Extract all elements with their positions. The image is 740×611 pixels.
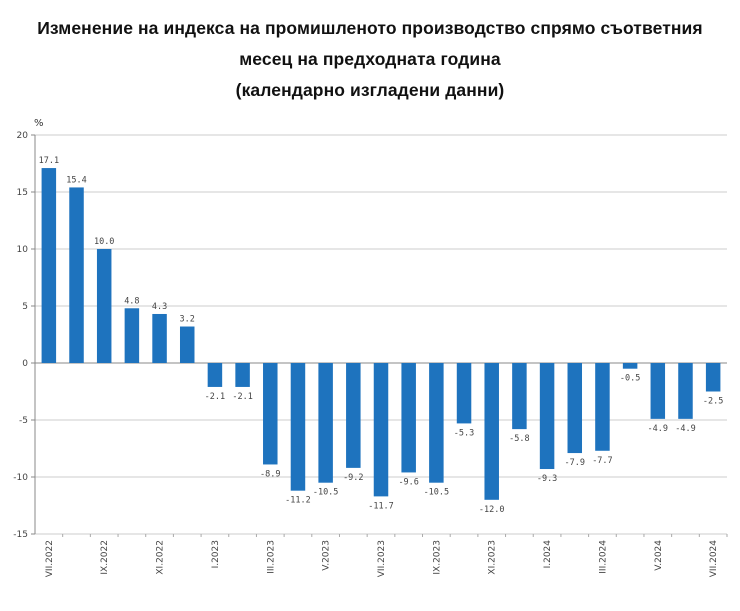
y-tick-label: 5 (22, 302, 28, 312)
y-tick-label: 15 (17, 188, 28, 198)
data-label: -0.5 (620, 374, 640, 384)
bar (622, 363, 638, 369)
x-tick-label: V.2024 (654, 540, 664, 571)
data-label: -9.3 (537, 474, 557, 484)
bar (124, 308, 140, 363)
x-tick-label: III.2024 (598, 540, 608, 574)
data-label: -7.9 (565, 458, 585, 468)
bar (512, 363, 527, 430)
bar (235, 363, 250, 387)
y-tick-label: -5 (19, 416, 28, 426)
data-label: -2.1 (205, 392, 225, 402)
x-tick-label: I.2023 (211, 540, 221, 568)
x-axis-ticks: VII.2022 IX.2022 XI.2022 I.2023 III.2023 V.20… (45, 534, 728, 578)
data-label: 3.2 (180, 315, 195, 325)
data-label: -10.5 (424, 488, 450, 498)
x-tick-label: XI.2023 (488, 540, 498, 575)
gridlines (35, 134, 727, 535)
chart-title-line-1: Изменение на индекса на промишленото про… (37, 18, 703, 38)
data-label: -2.5 (703, 397, 723, 407)
bar (456, 363, 472, 424)
bar (346, 363, 361, 468)
data-label: -4.9 (648, 424, 668, 434)
data-label: -11.7 (368, 501, 394, 511)
x-tick-label: I.2024 (543, 540, 553, 569)
data-label: -9.2 (343, 473, 363, 483)
data-label: -8.9 (260, 469, 280, 479)
data-label: 4.3 (152, 302, 167, 312)
data-label: -4.9 (675, 424, 695, 434)
bar (263, 363, 278, 465)
bar (705, 363, 721, 392)
y-tick-label: 20 (17, 131, 29, 141)
data-label: 15.4 (66, 175, 86, 185)
bar (41, 168, 57, 363)
data-label: 4.8 (124, 296, 139, 306)
bar (429, 363, 444, 483)
chart-title-line-3: (календарно изгладени данни) (235, 80, 505, 100)
data-labels: 17.115.410.04.84.33.2-2.1 -2.1-8.9-11.2-1… (39, 156, 724, 515)
data-label: -10.5 (313, 488, 339, 498)
x-tick-label: VII.2024 (709, 540, 719, 578)
x-tick-label: VII.2023 (377, 540, 387, 577)
x-tick-label: III.2023 (266, 540, 276, 574)
bar (152, 313, 167, 363)
x-tick-label: IX.2022 (100, 540, 110, 575)
data-label: -5.8 (509, 434, 529, 444)
y-tick-label: 0 (22, 359, 28, 369)
y-tick-label: -10 (13, 473, 28, 483)
bar (539, 363, 555, 470)
bars (41, 168, 721, 500)
data-label: 17.1 (39, 156, 59, 166)
x-tick-label: IX.2023 (432, 540, 442, 575)
bar (290, 363, 306, 491)
bar (69, 187, 84, 363)
data-label: -2.1 (232, 392, 252, 402)
bar (484, 363, 499, 500)
data-label: -12.0 (479, 505, 505, 515)
data-label: -11.2 (285, 496, 311, 506)
bar (96, 249, 112, 363)
data-label: 10.0 (94, 237, 114, 247)
bar (567, 363, 583, 454)
data-label: -5.3 (454, 428, 474, 438)
data-label: -9.6 (398, 477, 418, 487)
x-tick-label: VII.2022 (45, 540, 55, 577)
bar (179, 326, 195, 363)
bar (373, 363, 389, 497)
bar (318, 363, 333, 483)
x-tick-label: V.2023 (322, 540, 332, 571)
data-label: -7.7 (592, 456, 612, 466)
bar (678, 363, 693, 419)
bar (595, 363, 610, 451)
y-axis-ticks: 20 15 10 5 0 -5 -10 -15 (13, 131, 35, 540)
bar (650, 363, 666, 419)
y-axis-unit-label: % (34, 118, 44, 129)
y-tick-label: -15 (13, 530, 28, 540)
bar (401, 363, 416, 473)
x-tick-label: XI.2022 (156, 540, 166, 575)
y-tick-label: 10 (17, 245, 29, 255)
bar (207, 363, 223, 387)
chart-title-line-2: месец на предходната година (239, 49, 501, 69)
